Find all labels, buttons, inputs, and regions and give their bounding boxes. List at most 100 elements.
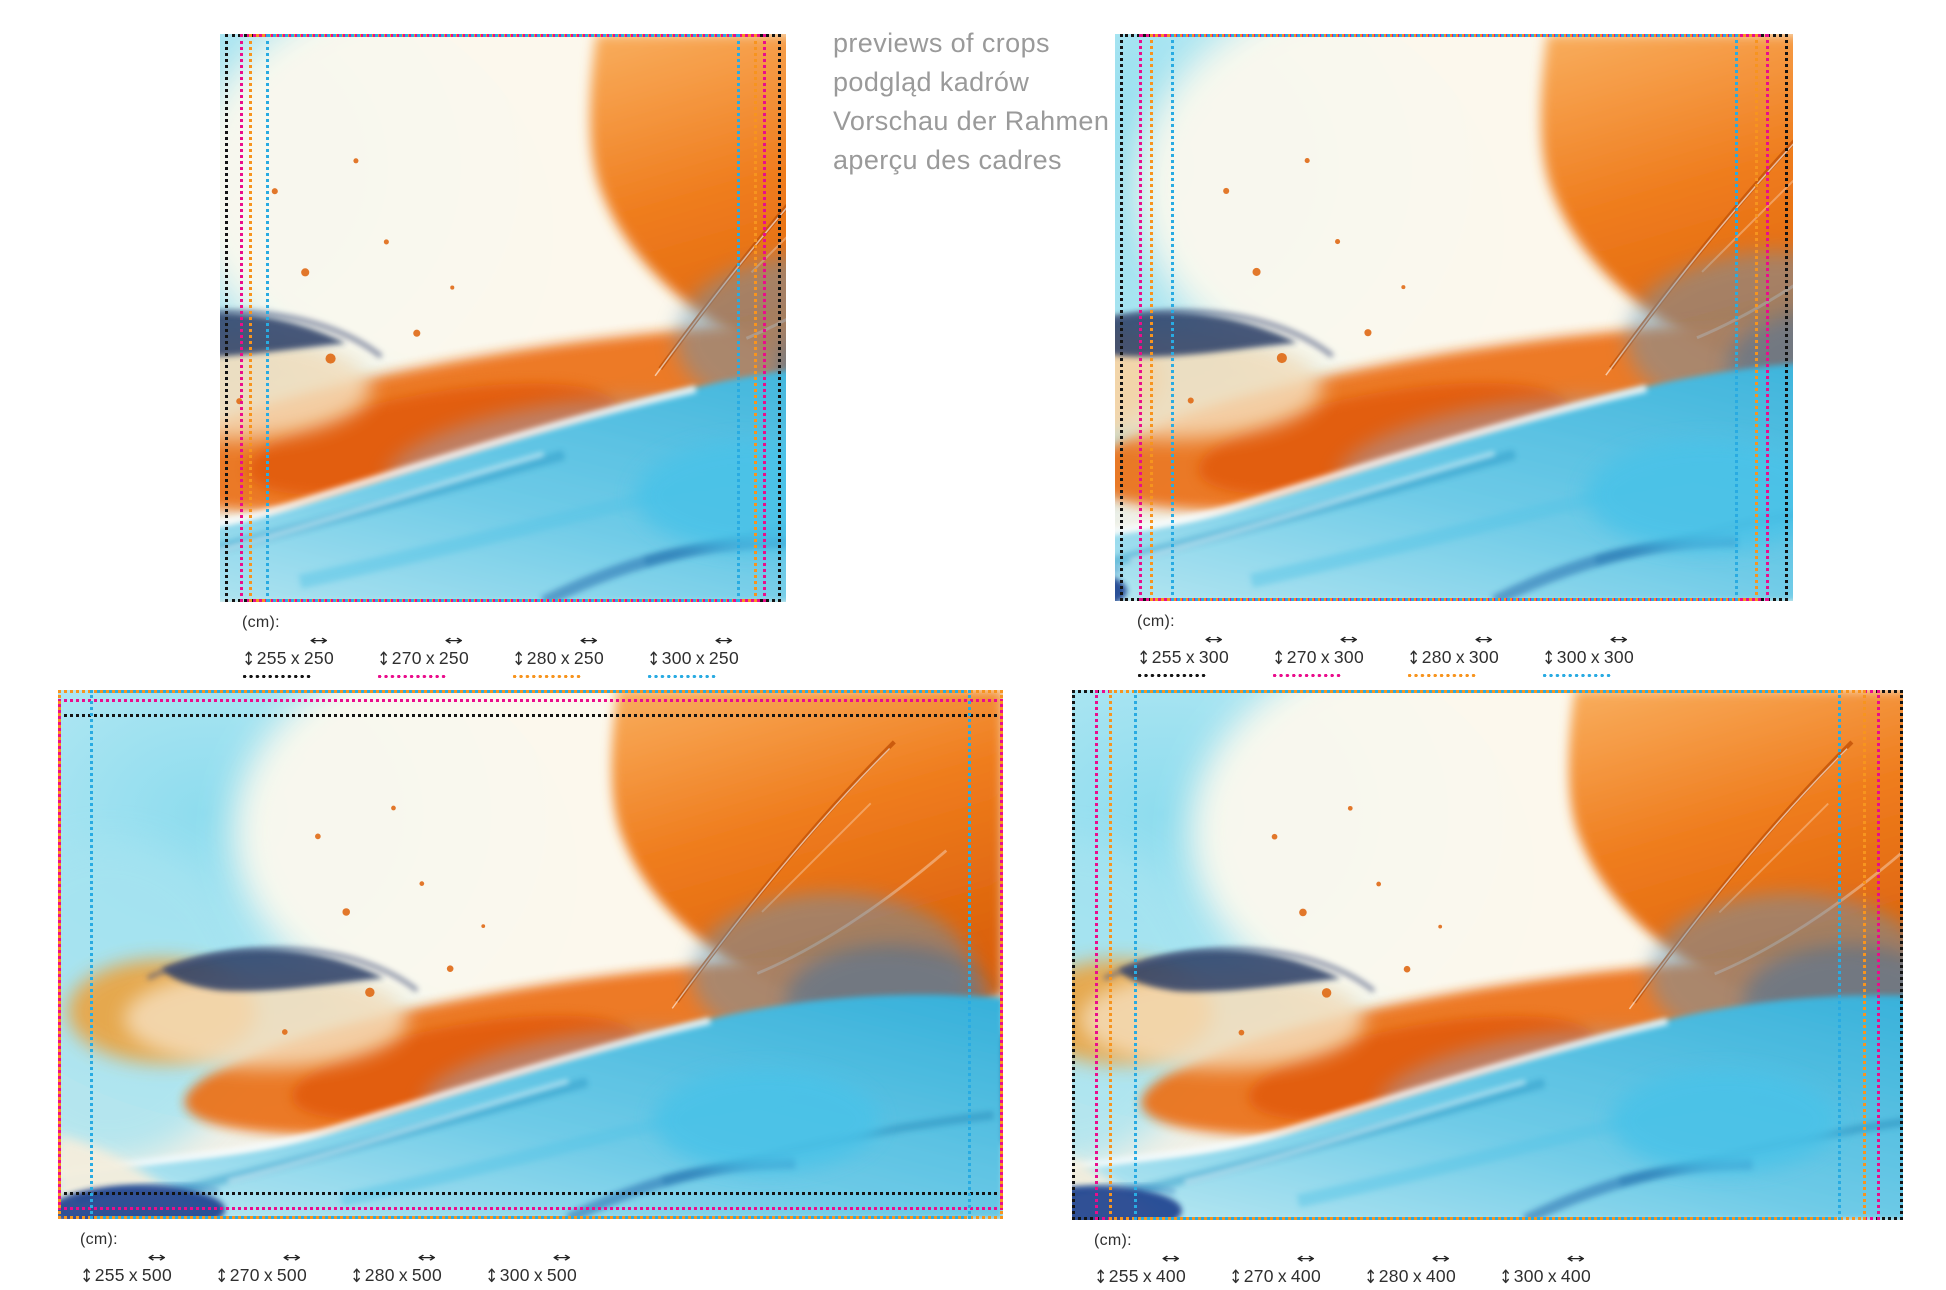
height-arrow-icon: ↕	[1407, 646, 1421, 669]
size-color-dots	[512, 674, 582, 679]
width-value: 500	[411, 1265, 442, 1285]
width-value: 400	[1290, 1266, 1321, 1286]
page-title: previews of crops podgląd kadrów Vorscha…	[833, 24, 1109, 180]
width-arrow-icon: ↔	[309, 633, 329, 649]
size-color-dots	[377, 674, 447, 679]
width-arrow-icon: ↔	[579, 633, 599, 649]
size-color-dots	[647, 674, 717, 679]
height-arrow-icon: ↕	[350, 1264, 364, 1287]
times-separator: x	[1455, 647, 1465, 667]
times-separator: x	[533, 1265, 543, 1285]
size-option-280x300: ↕280 x ↔ 300	[1407, 632, 1499, 678]
times-separator: x	[290, 648, 300, 668]
height-value: 270	[1243, 1266, 1274, 1286]
height-value: 280	[526, 648, 557, 668]
width-value: 250	[573, 648, 604, 668]
size-option-255x300: ↕255 x ↔ 300	[1137, 632, 1229, 678]
width-value: 500	[141, 1265, 172, 1285]
size-option-270x300: ↕270 x ↔ 300	[1272, 632, 1364, 678]
size-label: ↕255 x ↔ 400	[1094, 1251, 1186, 1288]
size-option-300x400: ↕300 x ↔ 400	[1499, 1251, 1591, 1290]
size-legend: (cm): ↕255 x ↔ 500 ↕270 x ↔ 500 ↕280 x ↔ 500 ↕300 x ↔ 5…	[80, 1231, 577, 1290]
size-label: ↕300 x ↔ 400	[1499, 1251, 1591, 1288]
header-line-english: previews of crops	[833, 28, 1050, 58]
width-arrow-icon: ↔	[1339, 632, 1359, 648]
width-arrow-icon: ↔	[1431, 1251, 1451, 1267]
height-arrow-icon: ↕	[215, 1264, 229, 1287]
width-value: 400	[1155, 1266, 1186, 1286]
height-arrow-icon: ↕	[1229, 1265, 1243, 1288]
height-arrow-icon: ↕	[1499, 1265, 1513, 1288]
crop-preview-panel-400: (cm): ↕255 x ↔ 400 ↕270 x ↔ 400 ↕280 x ↔ 400 ↕300 x ↔ 4…	[1072, 690, 1903, 1287]
height-arrow-icon: ↕	[512, 647, 526, 670]
size-option-270x400: ↕270 x ↔ 400	[1229, 1251, 1321, 1290]
height-value: 255	[256, 648, 287, 668]
header-line-german: Vorschau der Rahmen	[833, 106, 1110, 136]
height-arrow-icon: ↕	[242, 647, 256, 670]
times-separator: x	[695, 648, 705, 668]
size-label: ↕280 x ↔ 500	[350, 1250, 442, 1287]
width-value: 500	[276, 1265, 307, 1285]
artwork-image	[58, 690, 1003, 1219]
width-value: 400	[1560, 1266, 1591, 1286]
times-separator: x	[1142, 1266, 1152, 1286]
times-separator: x	[1412, 1266, 1422, 1286]
width-arrow-icon: ↔	[147, 1250, 167, 1266]
size-legend: (cm): ↕255 x ↔ 400 ↕270 x ↔ 400 ↕280 x ↔ 400 ↕300 x ↔ 4…	[1094, 1232, 1591, 1290]
size-label: ↕255 x ↔ 500	[80, 1250, 172, 1286]
height-value: 300	[499, 1265, 530, 1285]
height-arrow-icon: ↕	[1137, 646, 1151, 669]
times-separator: x	[560, 648, 570, 668]
size-legend: (cm): ↕255 x ↔ 250 ↕270 x ↔ 250 ↕280 x ↔ 250 ↕300 x ↔ 2…	[242, 614, 739, 679]
width-arrow-icon: ↔	[417, 1250, 437, 1266]
size-option-280x500: ↕280 x ↔ 500	[350, 1250, 442, 1290]
legend-entries: ↕255 x ↔ 400 ↕270 x ↔ 400 ↕280 x ↔ 400 ↕300 x ↔ 400	[1094, 1251, 1591, 1290]
height-arrow-icon: ↕	[647, 647, 661, 670]
width-arrow-icon: ↔	[1204, 632, 1224, 648]
times-separator: x	[128, 1265, 138, 1285]
times-separator: x	[263, 1265, 273, 1285]
width-arrow-icon: ↔	[282, 1250, 302, 1266]
header-line-polish: podgląd kadrów	[833, 67, 1030, 97]
width-arrow-icon: ↔	[714, 633, 734, 649]
height-value: 280	[1378, 1266, 1409, 1286]
crop-preview-panel-300: (cm): ↕255 x ↔ 300 ↕270 x ↔ 300 ↕280 x ↔ 300 ↕300 x ↔ 3…	[1115, 34, 1793, 678]
size-option-280x400: ↕280 x ↔ 400	[1364, 1251, 1456, 1290]
header-line-french: aperçu des cadres	[833, 145, 1062, 175]
height-value: 270	[1286, 647, 1317, 667]
size-option-255x400: ↕255 x ↔ 400	[1094, 1251, 1186, 1290]
width-value: 300	[1468, 647, 1499, 667]
crop-preview-panel-500: (cm): ↕255 x ↔ 500 ↕270 x ↔ 500 ↕280 x ↔ 500 ↕300 x ↔ 5…	[58, 690, 1003, 1286]
height-arrow-icon: ↕	[485, 1264, 499, 1287]
size-option-270x500: ↕270 x ↔ 500	[215, 1250, 307, 1290]
height-value: 300	[661, 648, 692, 668]
width-value: 250	[438, 648, 469, 668]
size-color-dots	[1137, 673, 1207, 678]
height-arrow-icon: ↕	[1094, 1265, 1108, 1288]
size-legend: (cm): ↕255 x ↔ 300 ↕270 x ↔ 300 ↕280 x ↔ 300 ↕300 x ↔ 3…	[1137, 613, 1634, 678]
unit-label: (cm):	[1094, 1232, 1132, 1249]
size-option-270x250: ↕270 x ↔ 250	[377, 633, 469, 679]
size-option-300x250: ↕300 x ↔ 250	[647, 633, 739, 679]
height-value: 280	[364, 1265, 395, 1285]
artwork-image	[220, 34, 786, 602]
times-separator: x	[1590, 647, 1600, 667]
size-label: ↕280 x ↔ 400	[1364, 1251, 1456, 1287]
size-label: ↕300 x ↔ 500	[485, 1250, 577, 1287]
size-label: ↕280 x ↔ 250	[512, 633, 604, 670]
height-value: 270	[229, 1265, 260, 1285]
unit-label: (cm):	[80, 1231, 118, 1248]
times-separator: x	[1320, 647, 1330, 667]
size-option-300x300: ↕300 x ↔ 300	[1542, 632, 1634, 678]
size-color-dots	[1272, 673, 1342, 678]
width-value: 300	[1333, 647, 1364, 667]
height-value: 300	[1556, 647, 1587, 667]
times-separator: x	[425, 648, 435, 668]
unit-label: (cm):	[242, 614, 280, 631]
size-option-280x250: ↕280 x ↔ 250	[512, 633, 604, 679]
size-label: ↕300 x ↔ 250	[647, 633, 739, 670]
width-value: 300	[1603, 647, 1634, 667]
width-arrow-icon: ↔	[1296, 1251, 1316, 1267]
times-separator: x	[1277, 1266, 1287, 1286]
